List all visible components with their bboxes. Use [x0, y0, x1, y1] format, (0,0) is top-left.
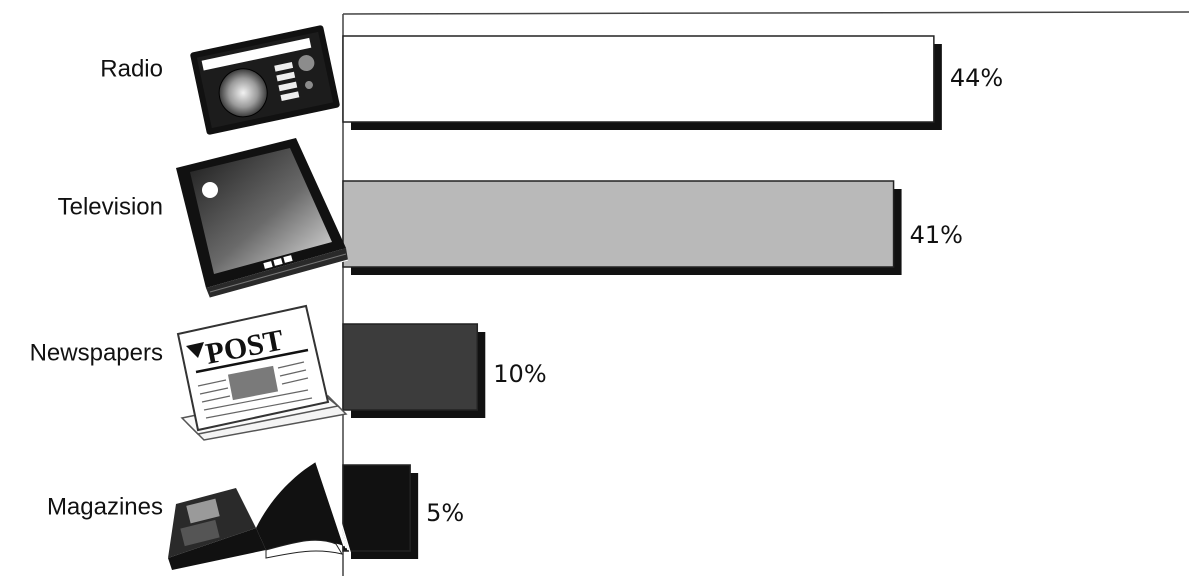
- value-label-newspapers: 10%: [493, 360, 546, 388]
- newspaper-icon: POST: [176, 304, 348, 441]
- television-icon: [176, 138, 349, 299]
- bar-newspapers: [342, 323, 479, 411]
- value-label-television: 41%: [910, 221, 963, 249]
- magazine-icon: [168, 461, 351, 570]
- top-axis-line: [342, 11, 1189, 15]
- category-label-television: Television: [58, 193, 163, 220]
- value-label-magazines: 5%: [426, 499, 464, 527]
- value-labels: 44% 41% 10% 5%: [426, 64, 1003, 527]
- bar-magazines: [342, 464, 411, 552]
- category-label-newspapers: Newspapers: [30, 339, 163, 366]
- category-labels: Radio Television Newspapers Magazines: [30, 55, 163, 520]
- category-label-radio: Radio: [100, 55, 163, 82]
- radio-icon: [190, 25, 340, 135]
- value-label-radio: 44%: [950, 64, 1003, 92]
- bars: [342, 35, 942, 559]
- bar-radio: [342, 35, 935, 123]
- bar-television: [342, 180, 895, 268]
- category-label-magazines: Magazines: [47, 493, 163, 520]
